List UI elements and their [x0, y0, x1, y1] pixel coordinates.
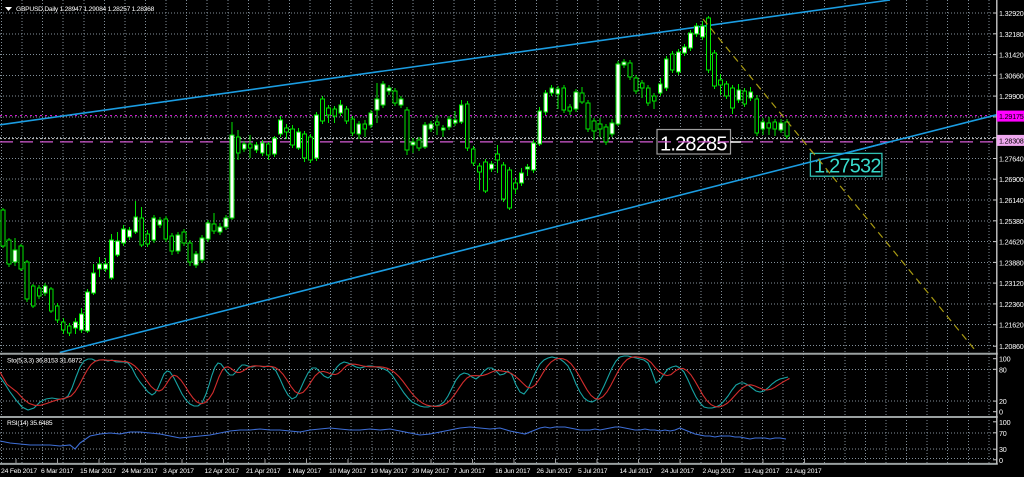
svg-text:7 Jun 2017: 7 Jun 2017: [454, 468, 486, 475]
svg-text:21 Apr 2017: 21 Apr 2017: [246, 468, 281, 475]
svg-text:1.25380: 1.25380: [999, 217, 1024, 226]
svg-text:1 May 2017: 1 May 2017: [288, 468, 322, 475]
svg-text:1.29175: 1.29175: [999, 112, 1024, 121]
svg-text:1.29900: 1.29900: [999, 92, 1024, 101]
svg-text:RSI(14) 35.6485: RSI(14) 35.6485: [7, 420, 53, 427]
svg-text:29 May 2017: 29 May 2017: [412, 468, 450, 475]
svg-text:1.27640: 1.27640: [999, 155, 1024, 164]
svg-text:24 Feb 2017: 24 Feb 2017: [1, 468, 37, 475]
svg-text:1.26900: 1.26900: [999, 175, 1024, 184]
svg-text:11 Aug 2017: 11 Aug 2017: [744, 468, 780, 475]
svg-text:24 Mar 2017: 24 Mar 2017: [122, 468, 158, 475]
svg-text:1.31420: 1.31420: [999, 51, 1024, 60]
svg-text:30: 30: [999, 445, 1007, 454]
svg-text:1.22360: 1.22360: [999, 300, 1024, 309]
svg-text:1.32180: 1.32180: [999, 30, 1024, 39]
svg-text:1.24620: 1.24620: [999, 238, 1024, 247]
svg-text:100: 100: [999, 418, 1011, 427]
svg-text:15 Mar 2017: 15 Mar 2017: [80, 468, 116, 475]
svg-text:10 May 2017: 10 May 2017: [329, 468, 367, 475]
svg-text:16 Jun 2017: 16 Jun 2017: [495, 468, 531, 475]
svg-text:24 Jul 2017: 24 Jul 2017: [661, 468, 694, 475]
svg-text:100: 100: [999, 355, 1011, 364]
svg-text:19 May 2017: 19 May 2017: [371, 468, 409, 475]
svg-text:1.28308: 1.28308: [999, 136, 1024, 145]
svg-text:70: 70: [999, 429, 1007, 438]
svg-text:5 Jul 2017: 5 Jul 2017: [578, 468, 608, 475]
svg-text:0: 0: [999, 408, 1003, 417]
svg-text:1.28285: 1.28285: [660, 134, 727, 156]
svg-text:Sto(5,3,3) 36.8153 31.6872: Sto(5,3,3) 36.8153 31.6872: [7, 358, 82, 365]
svg-text:1.30660: 1.30660: [999, 71, 1024, 80]
svg-text:6 Mar 2017: 6 Mar 2017: [41, 468, 74, 475]
svg-text:1.23880: 1.23880: [999, 258, 1024, 267]
svg-text:1.26140: 1.26140: [999, 196, 1024, 205]
svg-text:26 Jun 2017: 26 Jun 2017: [537, 468, 573, 475]
svg-text:12 Apr 2017: 12 Apr 2017: [205, 468, 240, 475]
svg-text:1.32920: 1.32920: [999, 9, 1024, 18]
svg-text:GBPUSD,Daily 1.28947 1.29084: GBPUSD,Daily 1.28947 1.29084 1.28257 1.2…: [16, 6, 155, 13]
svg-text:0: 0: [999, 456, 1003, 465]
svg-text:21 Aug 2017: 21 Aug 2017: [786, 468, 822, 475]
svg-text:14 Jul 2017: 14 Jul 2017: [620, 468, 653, 475]
svg-text:3 Apr 2017: 3 Apr 2017: [163, 468, 194, 475]
svg-text:2 Aug 2017: 2 Aug 2017: [703, 468, 736, 475]
svg-text:20: 20: [999, 397, 1007, 406]
svg-text:1.21620: 1.21620: [999, 321, 1024, 330]
svg-text:80: 80: [999, 365, 1007, 374]
svg-text:1.20860: 1.20860: [999, 342, 1024, 351]
svg-text:1.27532: 1.27532: [814, 156, 881, 178]
svg-text:1.23120: 1.23120: [999, 279, 1024, 288]
